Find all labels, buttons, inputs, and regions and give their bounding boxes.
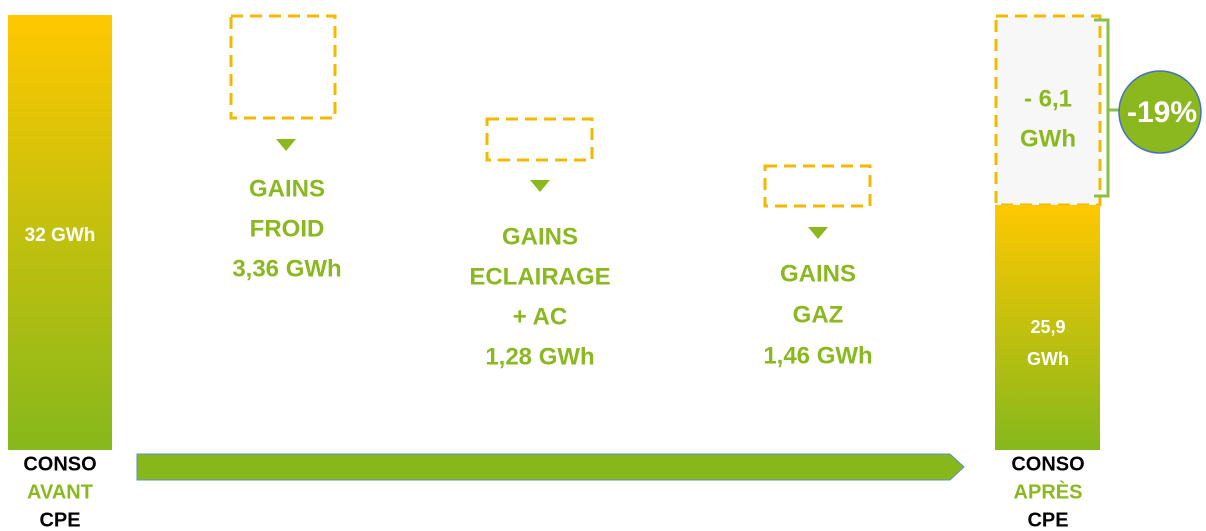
saving-text: - 6,1 (1024, 85, 1072, 112)
gain-arrow (530, 180, 550, 192)
gain-text: FROID (250, 215, 325, 242)
gain-box (485, 117, 594, 162)
after-caption: CPE (1027, 509, 1068, 531)
gain-text: GAINS (502, 223, 578, 250)
percent-circle (1118, 70, 1202, 154)
after-value: 25,9 (1030, 317, 1065, 337)
after-caption: CONSO (1011, 453, 1084, 475)
gain-arrow (808, 227, 828, 239)
gain-box (763, 164, 872, 208)
progress-arrow (136, 453, 965, 481)
before-caption: CPE (39, 509, 80, 531)
gain-text: 3,36 GWh (232, 255, 341, 282)
before-value: 32 GWh (25, 225, 96, 246)
gain-text: ECLAIRAGE (469, 263, 610, 290)
after-value: GWh (1027, 349, 1069, 369)
gain-text: 1,28 GWh (485, 343, 594, 370)
gain-text: GAINS (780, 260, 856, 287)
gain-text: GAZ (793, 301, 844, 328)
saving-box (994, 14, 1102, 207)
before-bar (8, 15, 112, 450)
before-caption: AVANT (27, 481, 93, 503)
gain-box (229, 14, 337, 120)
percent-text: -19% (1127, 96, 1197, 129)
gain-arrow (276, 139, 296, 151)
after-caption: APRÈS (1014, 480, 1083, 503)
bracket (1094, 18, 1120, 198)
gain-text: 1,46 GWh (763, 342, 872, 369)
before-caption: CONSO (23, 453, 96, 475)
gain-text: + AC (513, 303, 567, 330)
saving-text: GWh (1020, 125, 1076, 152)
gain-text: GAINS (249, 175, 325, 202)
after-bar (995, 205, 1100, 450)
